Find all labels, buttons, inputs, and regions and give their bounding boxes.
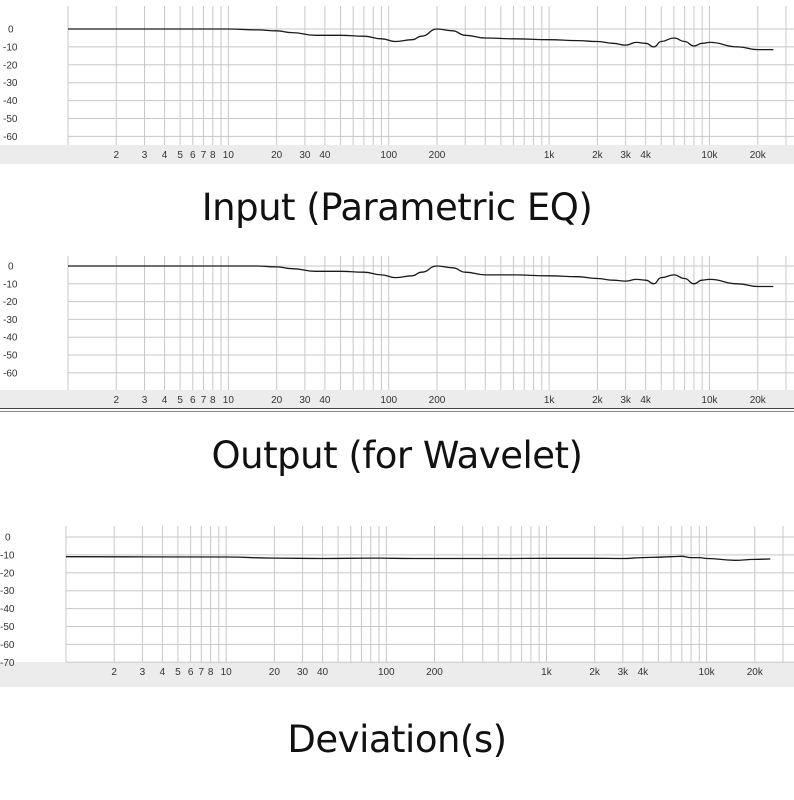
x-axis-strip <box>0 145 794 164</box>
x-tick-label: 3 <box>142 150 148 161</box>
x-tick-label: 30 <box>297 667 309 678</box>
y-tick-label: -10 <box>0 550 15 561</box>
y-tick-label: -50 <box>3 351 18 362</box>
x-tick-label: 7 <box>201 150 207 161</box>
x-tick-label: 4 <box>162 150 168 161</box>
y-tick-label: -60 <box>3 132 18 143</box>
x-tick-label: 1k <box>544 150 556 161</box>
x-tick-label: 40 <box>317 667 329 678</box>
y-axis-strip <box>0 522 66 662</box>
y-tick-label: -20 <box>3 60 18 71</box>
y-tick-label: -50 <box>0 622 15 633</box>
output-chart-panel: 0 -10 -20 -30 -40 -50 -60 2 3 4 5 6 7 8 10 20 30 40 100 200… <box>0 250 794 408</box>
x-tick-label: 20k <box>750 395 767 406</box>
deviation-chart-panel: 0 -10 -20 -30 -40 -50 -60 -70 2 3 4 5 6 7 8 10 20 30 40 100… <box>0 522 794 687</box>
x-tick-label: 4 <box>162 395 168 406</box>
y-tick-label: -40 <box>3 333 18 344</box>
x-tick-label: 200 <box>429 395 446 406</box>
x-tick-label: 6 <box>190 395 196 406</box>
x-tick-label: 10k <box>701 395 718 406</box>
y-tick-label: -60 <box>3 368 18 379</box>
y-tick-label: -20 <box>3 297 18 308</box>
x-tick-label: 5 <box>177 150 183 161</box>
x-tick-label: 10 <box>221 667 233 678</box>
x-tick-label: 10 <box>223 395 235 406</box>
y-tick-label: -30 <box>3 78 18 89</box>
deviation-caption: Deviation(s) <box>287 718 507 761</box>
y-tick-label: -70 <box>0 658 15 669</box>
x-tick-label: 100 <box>380 150 397 161</box>
y-axis-strip <box>0 0 68 145</box>
x-tick-label: 2 <box>113 395 119 406</box>
y-tick-label: -60 <box>0 640 15 651</box>
x-tick-label: 30 <box>299 395 311 406</box>
x-tick-label: 1k <box>544 395 556 406</box>
output-separator <box>0 408 794 409</box>
input-frequency-response-chart: 0 -10 -20 -30 -40 -50 -60 2 3 4 5 6 7 8 10 20 30 40 100 200… <box>0 0 794 164</box>
x-tick-label: 6 <box>190 150 196 161</box>
x-tick-label: 10k <box>699 667 716 678</box>
y-tick-label: 0 <box>8 262 14 273</box>
deviation-frequency-response-chart: 0 -10 -20 -30 -40 -50 -60 -70 2 3 4 5 6 7 8 10 20 30 40 100… <box>0 522 794 687</box>
x-tick-label: 2 <box>111 667 117 678</box>
x-tick-label: 20 <box>271 150 283 161</box>
x-tick-label: 5 <box>175 667 181 678</box>
x-tick-label: 30 <box>299 150 311 161</box>
x-tick-label: 2k <box>592 395 604 406</box>
x-tick-label: 20 <box>271 395 283 406</box>
x-tick-label: 7 <box>199 667 205 678</box>
x-tick-label: 3 <box>142 395 148 406</box>
x-tick-label: 3k <box>620 150 632 161</box>
x-tick-label: 8 <box>208 667 214 678</box>
y-tick-label: 0 <box>8 25 14 36</box>
y-tick-label: -40 <box>3 96 18 107</box>
x-tick-label: 2k <box>592 150 604 161</box>
output-frequency-response-chart: 0 -10 -20 -30 -40 -50 -60 2 3 4 5 6 7 8 10 20 30 40 100 200… <box>0 250 794 408</box>
x-tick-label: 20k <box>747 667 764 678</box>
x-tick-label: 20k <box>750 150 767 161</box>
x-tick-label: 40 <box>319 150 331 161</box>
x-tick-label: 1k <box>541 667 553 678</box>
x-tick-label: 200 <box>429 150 446 161</box>
x-tick-label: 100 <box>380 395 397 406</box>
input-chart-panel: 0 -10 -20 -30 -40 -50 -60 2 3 4 5 6 7 8 10 20 30 40 100 200… <box>0 0 794 164</box>
y-tick-label: -30 <box>0 586 15 597</box>
x-tick-label: 200 <box>426 667 443 678</box>
x-tick-label: 40 <box>319 395 331 406</box>
x-tick-label: 5 <box>177 395 183 406</box>
y-tick-label: -10 <box>3 279 18 290</box>
x-tick-label: 3 <box>140 667 146 678</box>
x-tick-label: 3k <box>620 395 632 406</box>
x-tick-label: 4k <box>640 395 652 406</box>
x-tick-label: 2k <box>589 667 601 678</box>
x-tick-label: 7 <box>201 395 207 406</box>
y-tick-label: -20 <box>0 568 15 579</box>
x-tick-label: 4k <box>640 150 652 161</box>
response-curve <box>65 555 771 561</box>
output-separator-2 <box>0 411 794 412</box>
x-tick-label: 8 <box>210 395 216 406</box>
y-tick-label: 0 <box>5 533 11 544</box>
x-tick-label: 8 <box>210 150 216 161</box>
y-tick-label: -10 <box>3 42 18 53</box>
x-tick-label: 20 <box>269 667 281 678</box>
x-tick-label: 10k <box>701 150 718 161</box>
x-axis-strip <box>0 662 794 687</box>
y-tick-label: -50 <box>3 114 18 125</box>
x-axis-strip <box>0 390 794 408</box>
x-tick-label: 10 <box>223 150 235 161</box>
response-curve <box>68 265 774 288</box>
x-tick-label: 2 <box>113 150 119 161</box>
y-axis-strip <box>0 250 68 390</box>
x-tick-label: 4k <box>638 667 650 678</box>
x-tick-label: 4 <box>160 667 166 678</box>
y-tick-label: -40 <box>0 604 15 615</box>
response-curve <box>67 28 774 51</box>
output-caption: Output (for Wavelet) <box>211 434 583 477</box>
x-tick-label: 3k <box>618 667 630 678</box>
y-tick-label: -30 <box>3 315 18 326</box>
x-tick-label: 100 <box>378 667 395 678</box>
x-tick-label: 6 <box>188 667 194 678</box>
input-caption: Input (Parametric EQ) <box>201 186 593 229</box>
